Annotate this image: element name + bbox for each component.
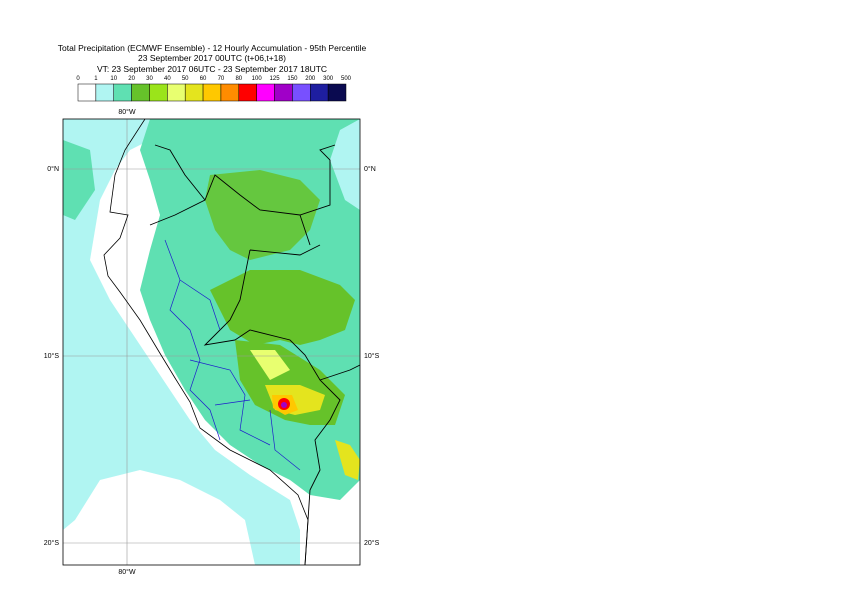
precip-area xyxy=(330,119,360,210)
precip-area xyxy=(335,440,360,480)
legend-tick-label: 30 xyxy=(146,76,153,82)
map: 80°W 80°W 0°N 0°N 10°S 10°S 20°S 20°S xyxy=(44,108,380,576)
legend-swatch xyxy=(113,83,132,102)
precip-area xyxy=(63,140,95,220)
lat-label: 20°S xyxy=(44,539,60,547)
legend-swatch xyxy=(77,83,97,102)
lon-label: 80°W xyxy=(118,568,136,576)
legend-tick-label: 100 xyxy=(252,76,263,82)
legend-tick-label: 40 xyxy=(164,76,171,82)
lat-label: 0°N xyxy=(47,165,59,173)
legend-swatch xyxy=(256,83,275,102)
lon-label: 80°W xyxy=(118,108,136,116)
legend-tick-label: 0 xyxy=(76,76,80,82)
legend-swatch xyxy=(202,83,222,102)
legend-swatch xyxy=(167,83,186,102)
precip-area xyxy=(205,170,320,260)
legend-swatch xyxy=(95,83,114,102)
title: Total Precipitation (ECMWF Ensemble) - 1… xyxy=(58,43,367,53)
legend-tick-label: 500 xyxy=(341,76,352,82)
legend-swatch xyxy=(149,83,168,102)
lat-label: 10°S xyxy=(44,352,60,360)
coastline xyxy=(103,119,309,565)
legend-swatch xyxy=(292,83,311,102)
map-frame xyxy=(62,118,361,566)
legend-tick-label: 1 xyxy=(94,76,98,82)
legend-tick-label: 60 xyxy=(200,76,207,82)
lat-label: 0°N xyxy=(364,165,376,173)
legend-swatch xyxy=(274,83,293,102)
precip-area xyxy=(210,270,355,345)
legend-tick-label: 125 xyxy=(270,76,281,82)
region-boundary xyxy=(164,239,301,471)
legend-swatch xyxy=(131,83,150,102)
valid-time: VT: 23 September 2017 06UTC - 23 Septemb… xyxy=(97,64,327,74)
lat-label: 10°S xyxy=(364,352,380,360)
legend-tick-label: 80 xyxy=(235,76,242,82)
precip-area xyxy=(63,119,300,565)
subtitle: 23 September 2017 00UTC (t+06,t+18) xyxy=(138,53,286,63)
legend-swatch xyxy=(327,83,347,102)
legend-tick-label: 70 xyxy=(218,76,225,82)
legend-swatch xyxy=(238,83,257,102)
legend-tick-label: 20 xyxy=(128,76,135,82)
legend-swatch xyxy=(220,83,240,102)
precip-area xyxy=(250,350,290,380)
precip-area xyxy=(281,402,287,408)
border xyxy=(149,144,360,565)
legend-swatch xyxy=(184,83,204,102)
legend-tick-label: 150 xyxy=(287,76,298,82)
legend-tick-label: 50 xyxy=(182,76,189,82)
legend-swatch xyxy=(310,83,329,102)
legend-tick-label: 10 xyxy=(110,76,117,82)
colorbar: 0 1 10 20 30 40 50 60 70 80 100 125 150 200 300 500 xyxy=(76,76,352,102)
legend-tick-label: 300 xyxy=(323,76,334,82)
legend-tick-label: 200 xyxy=(305,76,316,82)
lat-label: 20°S xyxy=(364,539,380,547)
